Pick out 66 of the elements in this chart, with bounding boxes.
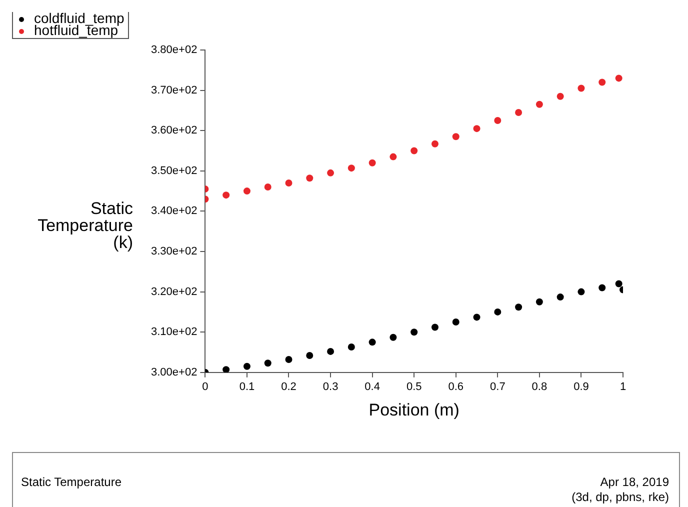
point — [598, 284, 606, 292]
text: Apr 18, 2019 — [599, 475, 669, 490]
point — [515, 304, 522, 311]
point — [348, 164, 355, 172]
point — [431, 324, 438, 331]
x-tick-label: 0.6 — [448, 381, 464, 394]
point — [536, 298, 543, 306]
x-tick-label: 0 — [202, 381, 208, 394]
point — [615, 280, 622, 288]
point — [222, 192, 230, 199]
point — [578, 84, 585, 92]
y-tick-label: 3.40e+02 — [151, 205, 198, 218]
x-tick-label: 0.1 — [239, 381, 255, 394]
y-tick-label: 3.60e+02 — [151, 124, 198, 137]
point — [473, 125, 480, 132]
point — [494, 308, 502, 316]
x-tick-label: 0.8 — [532, 381, 548, 394]
point — [243, 188, 250, 195]
point — [598, 78, 606, 86]
point — [556, 92, 564, 100]
point — [390, 153, 397, 160]
point — [368, 338, 376, 346]
x-tick-label: 0.3 — [322, 381, 338, 394]
point — [222, 366, 230, 372]
point — [556, 294, 564, 301]
point — [285, 356, 292, 364]
point — [578, 288, 585, 296]
point — [410, 328, 418, 336]
point — [264, 360, 272, 367]
point — [536, 100, 543, 108]
point — [368, 159, 376, 166]
x-tick-label: 0.9 — [574, 381, 589, 394]
point — [390, 334, 397, 341]
text: (3d, dp, pbns, rke) — [572, 490, 669, 505]
point — [452, 318, 460, 326]
point — [410, 147, 418, 154]
y-tick-label: 3.30e+02 — [151, 246, 198, 258]
point — [494, 117, 502, 124]
point — [452, 133, 460, 140]
x-axis-title: Position (m) — [368, 400, 460, 420]
y-tick-label: 3.00e+02 — [151, 366, 198, 378]
point — [348, 344, 355, 351]
y-tick-label: 3.20e+02 — [151, 286, 198, 298]
x-tick-label: 0.2 — [281, 381, 296, 394]
point — [306, 174, 314, 182]
x-tick-label: 0.7 — [490, 381, 506, 394]
point — [615, 74, 622, 82]
point — [431, 140, 438, 148]
y-tick-label: 3.50e+02 — [151, 164, 198, 177]
point — [327, 348, 334, 355]
y-tick-label: 3.70e+02 — [151, 84, 198, 96]
y-tick-label: 3.80e+02 — [151, 44, 198, 56]
x-tick-label: 1 — [620, 381, 626, 394]
point — [243, 362, 250, 370]
point — [327, 169, 334, 176]
point — [473, 314, 480, 321]
point — [306, 352, 314, 359]
x-tick-label: 0.4 — [364, 381, 380, 394]
x-tick-label: 0.5 — [406, 381, 422, 394]
point — [285, 179, 292, 186]
y-tick-label: 3.10e+02 — [151, 326, 198, 338]
text: Static Temperature — [21, 475, 122, 489]
point — [264, 184, 272, 191]
legend-label: coldfluid_temp — [33, 10, 124, 26]
point — [515, 108, 522, 116]
y-axis-title: Static Temperature (k) — [38, 199, 133, 252]
